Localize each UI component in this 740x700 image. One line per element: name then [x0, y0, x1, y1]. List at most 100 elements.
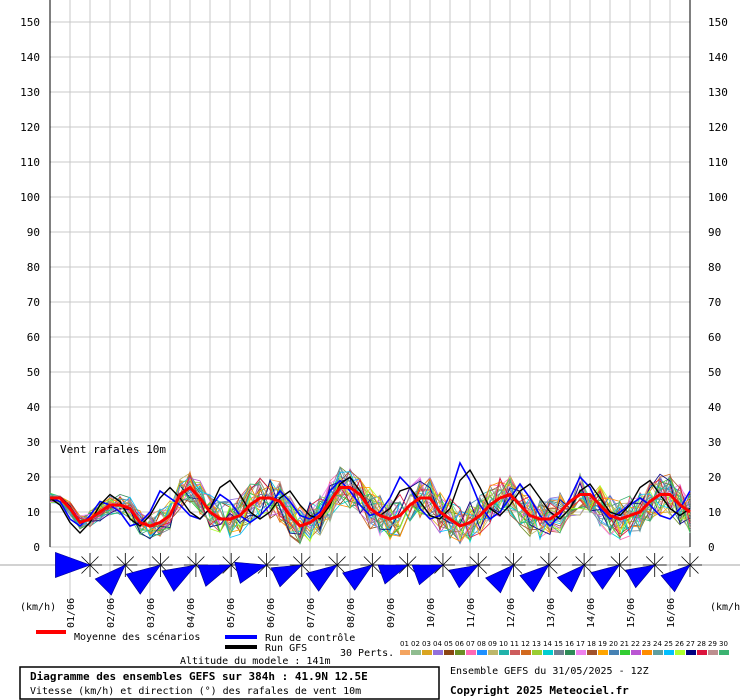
- pert-num-15: 15: [554, 640, 563, 648]
- direction-roses: [0, 551, 740, 596]
- pert-num-04: 04: [433, 640, 442, 648]
- pert-swatch-23: [642, 650, 652, 655]
- pert-num-09: 09: [488, 640, 497, 648]
- grid: [49, 0, 691, 548]
- legend-perts-label: 30 Perts.: [340, 648, 394, 659]
- pert-swatch-22: [631, 650, 641, 655]
- chart-title: Diagramme des ensembles GEFS sur 384h : …: [30, 670, 368, 683]
- pert-swatch-18: [587, 650, 597, 655]
- y-ticks: 0 0 10 10 20 20 30 30 40 40 50 50 60 60 70 70 80 80 90 90 10…: [20, 16, 728, 554]
- ytick-left-50: 50: [27, 366, 40, 379]
- pert-num-02: 02: [411, 640, 420, 648]
- pert-swatch-05: [444, 650, 454, 655]
- pert-swatch-21: [620, 650, 630, 655]
- ytick-left-0: 0: [33, 541, 40, 554]
- pert-swatch-30: [719, 650, 729, 655]
- date-label-3: 04/06: [186, 598, 197, 628]
- pert-swatch-08: [477, 650, 487, 655]
- pert-swatch-26: [675, 650, 685, 655]
- pert-swatch-11: [510, 650, 520, 655]
- direction-rose-14: [556, 553, 597, 593]
- copyright: Copyright 2025 Meteociel.fr: [450, 684, 629, 697]
- pert-num-17: 17: [576, 640, 585, 648]
- pert-num-11: 11: [510, 640, 519, 648]
- pert-num-08: 08: [477, 640, 486, 648]
- ytick-left-120: 120: [20, 121, 40, 134]
- date-label-11: 12/06: [506, 598, 517, 628]
- ytick-right-70: 70: [708, 296, 721, 309]
- date-label-8: 09/06: [386, 598, 397, 628]
- panel-label: Vent rafales 10m: [60, 443, 166, 456]
- direction-rose-0: [55, 551, 102, 579]
- legend: Moyenne des scénarios Run de contrôle Ru…: [36, 630, 729, 659]
- pert-legend-swatches: 01 02 03 04 05 06 07 08 09 10 11 12 13 14 15 16 17 18 19 20…: [400, 640, 729, 655]
- direction-rose-8: [342, 553, 385, 591]
- direction-rose-7: [305, 553, 350, 592]
- pert-swatch-13: [532, 650, 542, 655]
- pert-swatch-09: [488, 650, 498, 655]
- ytick-left-150: 150: [20, 16, 40, 29]
- pert-swatch-06: [455, 650, 465, 655]
- direction-rose-6: [270, 553, 314, 588]
- ytick-left-90: 90: [27, 226, 40, 239]
- pert-num-28: 28: [697, 640, 706, 648]
- pert-num-26: 26: [675, 640, 684, 648]
- pert-swatch-04: [433, 650, 443, 655]
- ytick-left-140: 140: [20, 51, 40, 64]
- pert-swatch-03: [422, 650, 432, 655]
- date-label-4: 05/06: [226, 598, 237, 628]
- ytick-right-120: 120: [708, 121, 728, 134]
- date-label-1: 02/06: [106, 598, 117, 628]
- ytick-right-150: 150: [708, 16, 728, 29]
- pert-num-21: 21: [620, 640, 629, 648]
- date-label-2: 03/06: [146, 598, 157, 628]
- pert-swatch-17: [576, 650, 586, 655]
- pert-swatch-01: [400, 650, 410, 655]
- pert-swatch-02: [411, 650, 421, 655]
- ytick-right-50: 50: [708, 366, 721, 379]
- pert-swatch-16: [565, 650, 575, 655]
- pert-swatch-24: [653, 650, 663, 655]
- date-label-7: 08/06: [346, 598, 357, 628]
- pert-num-05: 05: [444, 640, 453, 648]
- legend-control-label: Run de contrôle: [265, 632, 355, 644]
- legend-mean-label: Moyenne des scénarios: [74, 631, 200, 643]
- date-label-12: 13/06: [546, 598, 557, 628]
- run-info: Ensemble GEFS du 31/05/2025 - 12Z: [450, 666, 649, 677]
- x-date-ticks: 01/06 02/06 03/06 04/06 05/06 06/06 07/06 08/06…: [66, 547, 677, 628]
- pert-num-03: 03: [422, 640, 431, 648]
- ytick-right-80: 80: [708, 261, 721, 274]
- ytick-left-40: 40: [27, 401, 40, 414]
- ytick-left-30: 30: [27, 436, 40, 449]
- ytick-left-130: 130: [20, 86, 40, 99]
- ytick-right-110: 110: [708, 156, 728, 169]
- direction-rose-13: [519, 553, 561, 593]
- mean-line: [50, 485, 691, 528]
- date-label-13: 14/06: [586, 598, 597, 628]
- ytick-left-20: 20: [27, 471, 40, 484]
- pert-swatch-25: [664, 650, 674, 655]
- main-series: [49, 461, 691, 535]
- pert-num-14: 14: [543, 640, 552, 648]
- direction-rose-10: [411, 553, 455, 586]
- direction-rose-2: [125, 553, 173, 595]
- date-label-15: 16/06: [666, 598, 677, 628]
- ytick-right-90: 90: [708, 226, 721, 239]
- pert-num-29: 29: [708, 640, 717, 648]
- pert-swatch-15: [554, 650, 564, 655]
- pert-swatch-28: [697, 650, 707, 655]
- ytick-left-80: 80: [27, 261, 40, 274]
- direction-rose-12: [485, 553, 526, 594]
- pert-swatch-20: [609, 650, 619, 655]
- direction-rose-17: [660, 553, 702, 593]
- pert-line-29: [49, 473, 691, 543]
- pert-num-18: 18: [587, 640, 596, 648]
- ylabel-left: (km/h): [20, 602, 56, 613]
- chart-subtitle: Vitesse (km/h) et direction (°) des rafa…: [30, 686, 361, 697]
- pert-num-06: 06: [455, 640, 464, 648]
- date-label-9: 10/06: [426, 598, 437, 628]
- ytick-left-10: 10: [27, 506, 40, 519]
- info-box: [19, 666, 440, 700]
- pert-num-10: 10: [499, 640, 508, 648]
